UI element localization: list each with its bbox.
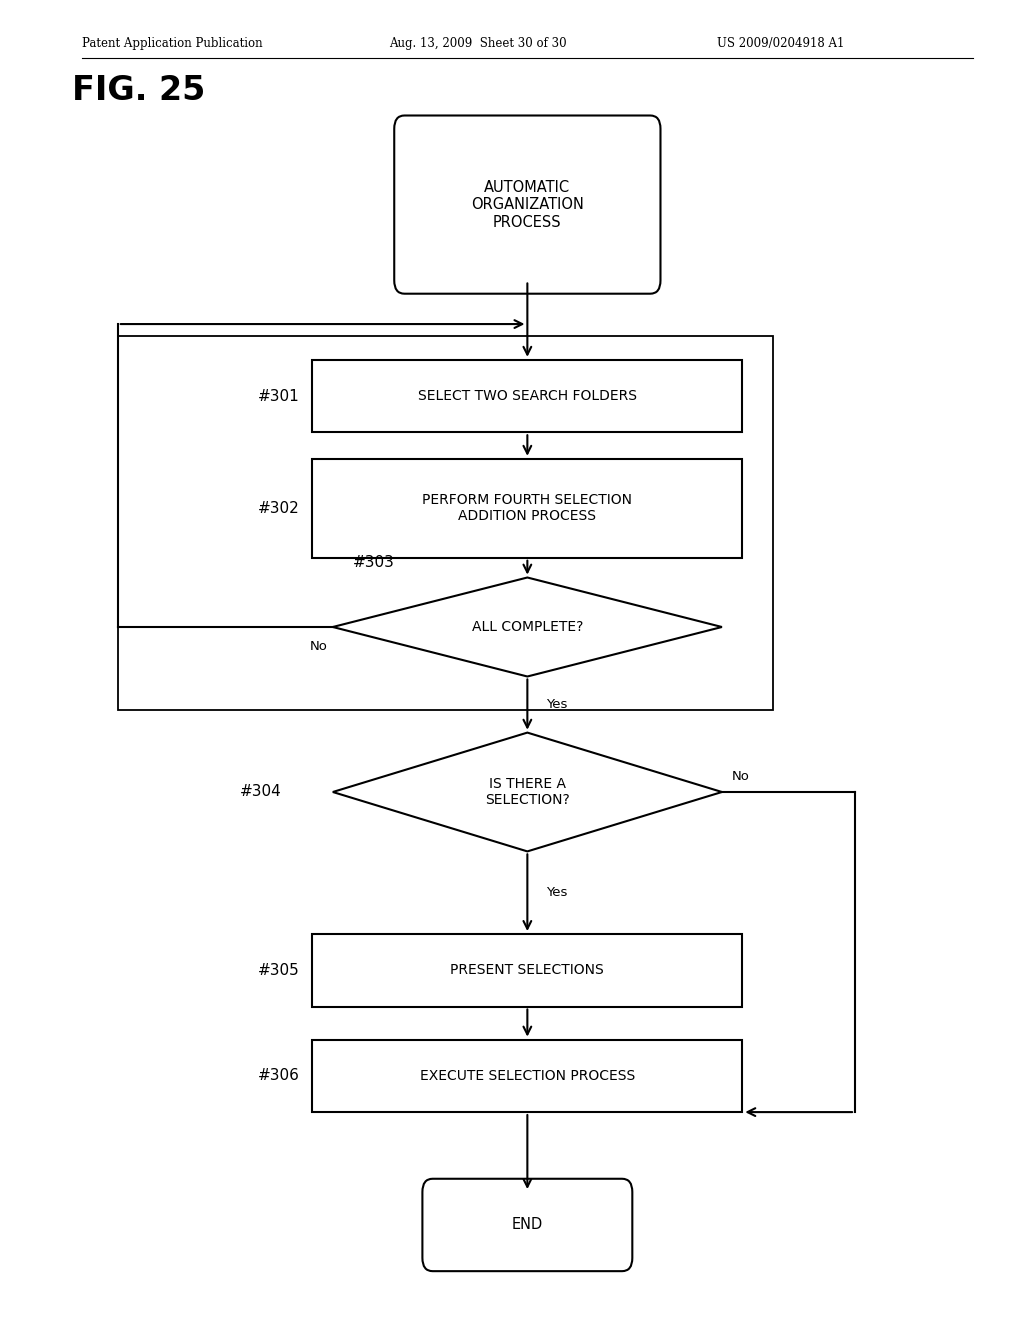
Text: #305: #305 [258, 962, 300, 978]
Bar [312, 459, 742, 557]
Text: Yes: Yes [546, 886, 567, 899]
Text: EXECUTE SELECTION PROCESS: EXECUTE SELECTION PROCESS [420, 1069, 635, 1082]
Text: ALL COMPLETE?: ALL COMPLETE? [472, 620, 583, 634]
Text: #302: #302 [258, 500, 300, 516]
Text: SELECT TWO SEARCH FOLDERS: SELECT TWO SEARCH FOLDERS [418, 389, 637, 403]
Text: #304: #304 [240, 784, 282, 800]
Text: PERFORM FOURTH SELECTION
ADDITION PROCESS: PERFORM FOURTH SELECTION ADDITION PROCES… [422, 494, 633, 523]
Text: US 2009/0204918 A1: US 2009/0204918 A1 [717, 37, 844, 50]
Text: FIG. 25: FIG. 25 [72, 74, 205, 107]
Text: IS THERE A
SELECTION?: IS THERE A SELECTION? [485, 777, 569, 807]
Text: #303: #303 [353, 554, 395, 570]
FancyBboxPatch shape [394, 116, 660, 294]
Text: Patent Application Publication: Patent Application Publication [82, 37, 262, 50]
Polygon shape [333, 733, 722, 851]
Text: #306: #306 [258, 1068, 300, 1084]
Text: END: END [512, 1217, 543, 1233]
Bar [312, 1040, 742, 1111]
Text: Yes: Yes [546, 698, 567, 711]
Text: AUTOMATIC
ORGANIZATION
PROCESS: AUTOMATIC ORGANIZATION PROCESS [471, 180, 584, 230]
Text: Aug. 13, 2009  Sheet 30 of 30: Aug. 13, 2009 Sheet 30 of 30 [389, 37, 566, 50]
Text: #301: #301 [258, 388, 300, 404]
Text: No: No [310, 640, 328, 653]
Bar [312, 935, 742, 1006]
Text: No: No [732, 770, 750, 783]
Bar [312, 360, 742, 433]
FancyBboxPatch shape [422, 1179, 632, 1271]
Text: PRESENT SELECTIONS: PRESENT SELECTIONS [451, 964, 604, 977]
Polygon shape [333, 578, 722, 676]
Bar [118, 337, 773, 710]
